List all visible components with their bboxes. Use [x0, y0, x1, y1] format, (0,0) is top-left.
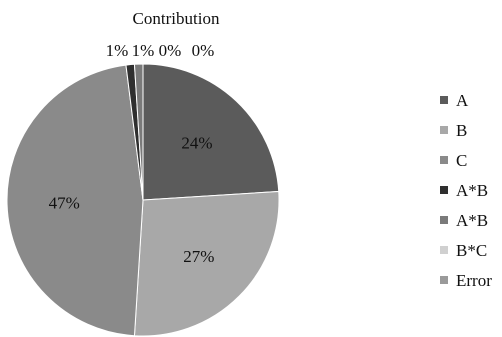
legend-label-4: A*B: [456, 181, 488, 200]
pie-slice-labels: 24%27%47%1% 1% 0% 0%: [49, 41, 215, 266]
slice-label-7: 0%: [192, 41, 215, 60]
legend-label-6: B*C: [456, 241, 487, 260]
legend-label-5: A*B: [456, 211, 488, 230]
pie-slice-2: [133, 190, 280, 337]
legend-swatch-4: [440, 186, 448, 194]
legend-swatch-6: [440, 246, 448, 254]
slice-label-2: 27%: [183, 247, 214, 266]
legend-swatch-7: [440, 276, 448, 284]
slice-label-4: 1%: [106, 41, 129, 60]
pie-slice-5: [133, 63, 144, 201]
pie-slice-1: [142, 63, 280, 201]
pie-slice-3: [6, 64, 144, 337]
legend-swatch-5: [440, 216, 448, 224]
pie-slices: [6, 63, 280, 337]
slice-label-3: 47%: [49, 194, 80, 213]
legend: ABC A*B A*B B*C Error: [440, 91, 492, 290]
legend-swatch-2: [440, 126, 448, 134]
slice-label-5: 1%: [132, 41, 155, 60]
chart-title: Contribution: [133, 9, 220, 28]
slice-label-1: 24%: [181, 134, 212, 153]
legend-label-7: Error: [456, 271, 492, 290]
legend-swatch-1: [440, 96, 448, 104]
legend-swatch-3: [440, 156, 448, 164]
legend-label-3: C: [456, 151, 467, 170]
legend-label-2: B: [456, 121, 467, 140]
legend-label-1: A: [456, 91, 469, 110]
slice-label-6: 0%: [159, 41, 182, 60]
